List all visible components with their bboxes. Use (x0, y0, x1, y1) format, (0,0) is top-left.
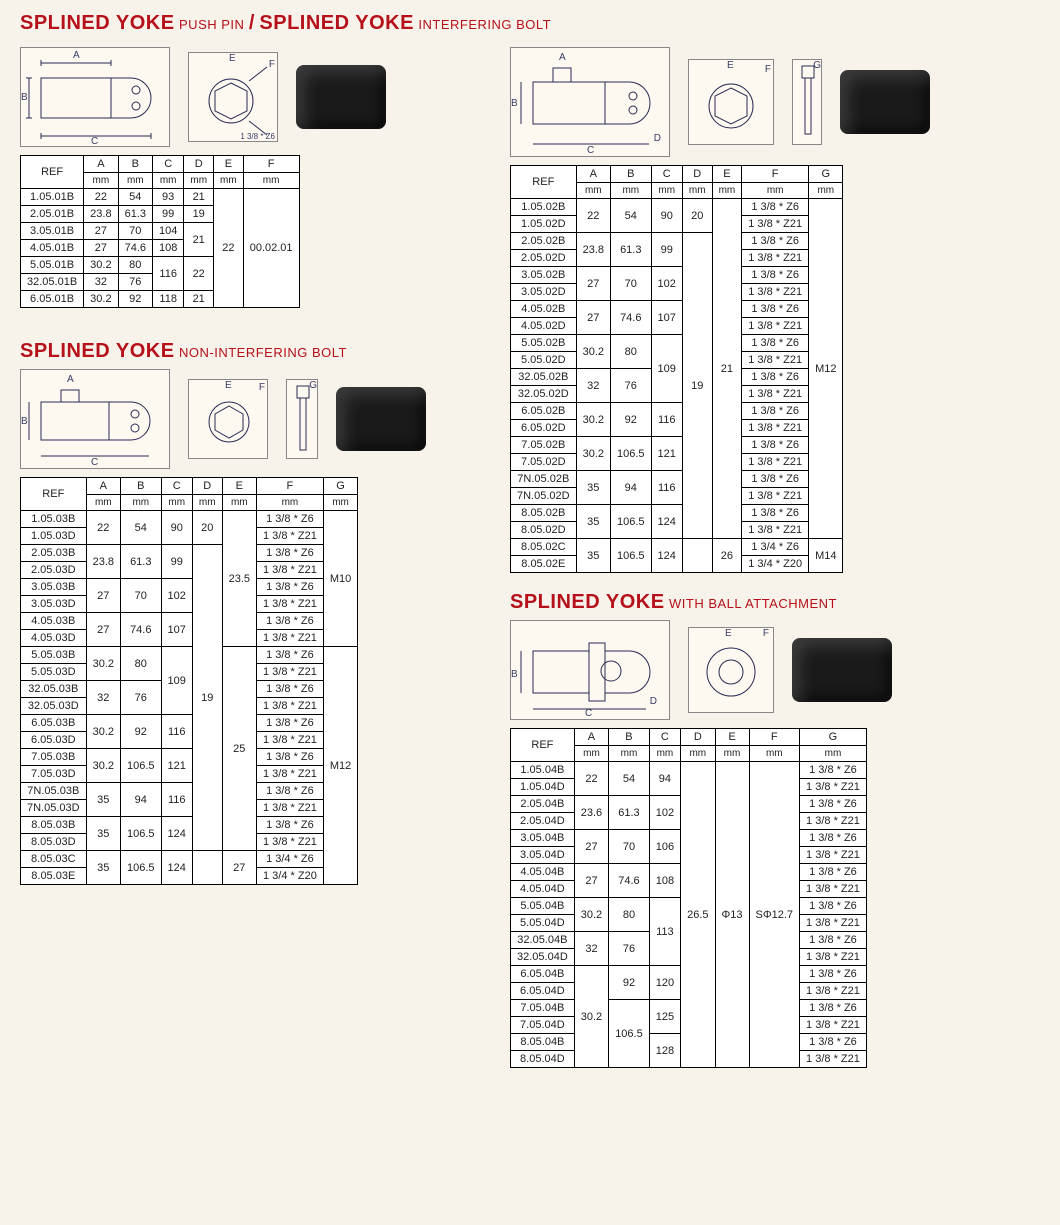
table-row: 7.05.03B30.2106.51211 3/8 * Z6 (21, 749, 358, 766)
col-A: A (84, 156, 118, 173)
title-1-sub-1: PUSH PIN (179, 17, 244, 32)
col-C: C (153, 156, 184, 173)
pushpin-product-thumb (296, 65, 386, 129)
u-C: mm (153, 173, 184, 189)
table-row: 4.05.03B2774.61071 3/8 * Z6 (21, 613, 358, 630)
nonint-bolt: G (286, 379, 318, 459)
table-row: 2.05.02B23.861.399191 3/8 * Z6 (511, 233, 843, 250)
title-2-main: SPLINED YOKE (20, 340, 175, 362)
page-title-row: SPLINED YOKE PUSH PIN / SPLINED YOKE INT… (20, 12, 1040, 35)
dim-G2: G (309, 380, 317, 391)
dim-F4: F (763, 628, 769, 639)
dim-C4: C (585, 708, 592, 719)
table-row: 6.05.03B30.2921161 3/8 * Z6 (21, 715, 358, 732)
ball-table: REF A B C D E F G mm mm mm mm mm mm mm (510, 728, 867, 1068)
table-row: 7.05.02B30.2106.51211 3/8 * Z6 (511, 437, 843, 454)
interf-product-thumb (840, 70, 930, 134)
nonint-schematic-1: A B C (20, 369, 170, 469)
table-row: 8.05.03B35106.51241 3/8 * Z6 (21, 817, 358, 834)
dim-E2: E (225, 380, 232, 391)
dim-F2: F (259, 382, 265, 393)
table-row: 1.05.01B 22 54 93 21 22 00.02.01 (21, 189, 300, 206)
title-1-sub-2: INTERFERING BOLT (418, 17, 551, 32)
col-F: F (243, 156, 299, 173)
col-D: D (184, 156, 214, 173)
dim-E4: E (725, 628, 732, 639)
table-row: 5.05.02B30.2801091 3/8 * Z6 (511, 335, 843, 352)
table-row: 5.05.03B30.280109251 3/8 * Z6M12 (21, 647, 358, 664)
dim-C3: C (587, 145, 594, 156)
nonint-table: REF A B C D E F G mm mm mm mm mm mm mm (20, 477, 358, 885)
col-B: B (118, 156, 152, 173)
dim-B4: B (511, 669, 518, 680)
table-row: 3.05.02B27701021 3/8 * Z6 (511, 267, 843, 284)
table-row: 4.05.02B2774.61071 3/8 * Z6 (511, 301, 843, 318)
ball-schematic-2: F E (688, 627, 774, 713)
u-F: mm (243, 173, 299, 189)
u-A: mm (84, 173, 118, 189)
dim-A2: A (67, 374, 74, 385)
title-3-main: SPLINED YOKE (510, 591, 665, 613)
col-REF: REF (21, 156, 84, 189)
dim-C2: C (91, 457, 98, 468)
pushpin-table: REF A B C D E F mm mm mm mm mm mm (20, 155, 300, 308)
table-row: 8.05.02B35106.51241 3/8 * Z6 (511, 505, 843, 522)
dim-D4: D (650, 696, 657, 707)
u-D: mm (184, 173, 214, 189)
dim-B: B (21, 92, 28, 103)
nonint-product-thumb (336, 387, 426, 451)
dim-B2: B (21, 416, 28, 427)
dim-A3: A (559, 52, 566, 63)
pushpin-schematic-2: E F 1 3/8 * Z6 (188, 52, 278, 142)
nonint-schematic-2: E F (188, 379, 268, 459)
dim-G3: G (813, 60, 821, 71)
interf-schematic-2: E F (688, 59, 774, 145)
table-row: 1.05.04B22549426.5Φ13SΦ12.71 3/8 * Z6 (511, 762, 867, 779)
table-row: 2.05.03B23.861.399191 3/8 * Z6 (21, 545, 358, 562)
dim-F: F (269, 59, 275, 70)
dim-C: C (91, 136, 98, 147)
table-row: 7N.05.03B35941161 3/8 * Z6 (21, 783, 358, 800)
dim-A: A (73, 50, 80, 61)
ball-product-thumb (792, 638, 892, 702)
table-row: 8.05.03C35106.5124271 3/4 * Z6 (21, 851, 358, 868)
spline-note: 1 3/8 * Z6 (240, 132, 275, 141)
table-row: 1.05.03B2254902023.51 3/8 * Z6M10 (21, 511, 358, 528)
title-1-main-1: SPLINED YOKE (20, 12, 175, 34)
title-3-sub: WITH BALL ATTACHMENT (669, 596, 837, 611)
dim-D3: D (654, 133, 661, 144)
title-1-slash: / (249, 12, 255, 34)
interf-bolt: G (792, 59, 822, 145)
title-1-main-2: SPLINED YOKE (259, 12, 414, 34)
table-row: 6.05.02B30.2921161 3/8 * Z6 (511, 403, 843, 420)
dim-F3: F (765, 64, 771, 75)
table-row: 7N.05.02B35941161 3/8 * Z6 (511, 471, 843, 488)
title-2-sub: NON-INTERFERING BOLT (179, 345, 347, 360)
dim-E: E (229, 53, 236, 64)
table-row: 1.05.02B22549020211 3/8 * Z6M12 (511, 199, 843, 216)
u-E: mm (214, 173, 244, 189)
col-E: E (214, 156, 244, 173)
table-row: 8.05.02C35106.5124261 3/4 * Z6M14 (511, 539, 843, 556)
table-row: 3.05.03B27701021 3/8 * Z6 (21, 579, 358, 596)
ball-schematic-1: B C D (510, 620, 670, 720)
u-B: mm (118, 173, 152, 189)
interf-schematic-1: A B C D (510, 47, 670, 157)
dim-E3: E (727, 60, 734, 71)
interf-table: REF A B C D E F G mm mm mm mm mm mm mm (510, 165, 843, 573)
dim-B3: B (511, 98, 518, 109)
pushpin-schematic-1: A B C (20, 47, 170, 147)
